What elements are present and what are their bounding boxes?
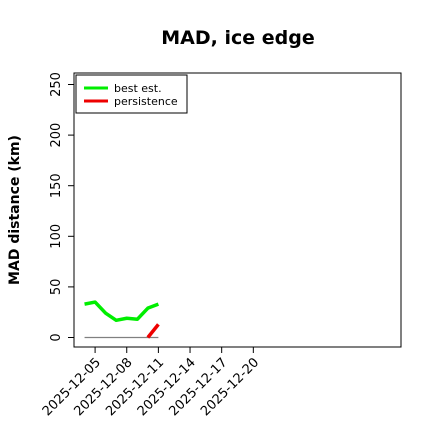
y-axis: 0 50 100 150 200 250 [49,72,74,342]
legend: best est. persistence [75,74,188,114]
legend-label-persistence: persistence [114,95,178,108]
plot-frame [73,72,402,348]
y-tick-label: 100 [49,224,64,249]
legend-box [75,74,188,114]
series-line-persistence [146,323,160,339]
x-axis: 2025-12-052025-12-082025-12-112025-12-14… [40,347,262,419]
y-tick-label: 50 [49,279,64,296]
y-tick-label: 150 [49,173,64,198]
y-axis-label: MAD distance (km) [7,135,23,285]
series-layer [84,300,160,339]
y-tick-label: 250 [49,72,64,97]
y-tick-label: 0 [49,333,64,341]
chart-title: MAD, ice edge [161,27,314,49]
legend-label-best-est: best est. [114,82,162,95]
series-line-best-est [84,300,160,323]
y-tick-label: 200 [49,123,64,148]
